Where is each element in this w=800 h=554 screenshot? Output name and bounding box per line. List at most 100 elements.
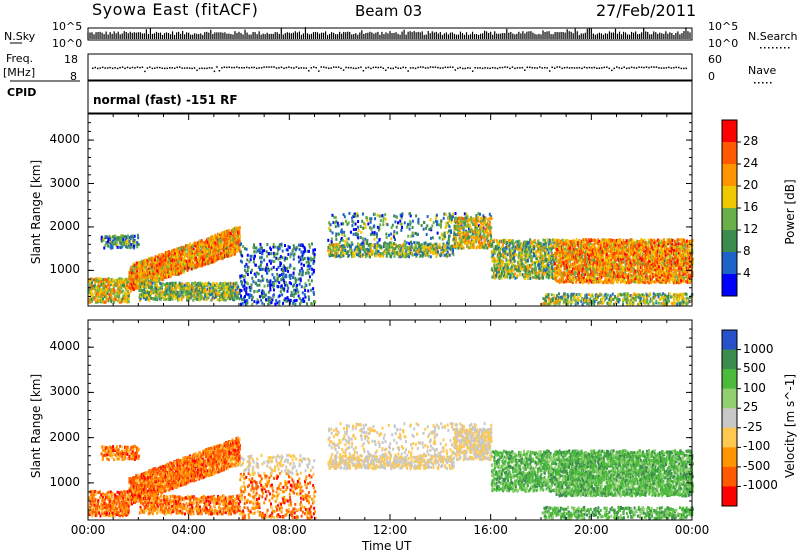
- echo-cell: [294, 291, 297, 295]
- echo-cell: [112, 289, 115, 293]
- echo-cell: [111, 246, 114, 250]
- echo-cell: [184, 248, 187, 252]
- echo-cell: [118, 291, 121, 295]
- echo-cell: [122, 235, 125, 239]
- echo-cell: [233, 252, 236, 256]
- echo-cell: [439, 223, 442, 227]
- freq-sample: [442, 67, 444, 69]
- echo-cell: [218, 298, 221, 302]
- echo-cell: [137, 281, 140, 285]
- echo-cell: [169, 272, 172, 276]
- echo-cell: [129, 236, 132, 240]
- echo-cell: [152, 272, 155, 276]
- echo-cell: [261, 301, 264, 305]
- freq-sample: [260, 67, 263, 69]
- echo-cell: [303, 285, 306, 289]
- echo-cell: [410, 245, 413, 249]
- echo-cell: [136, 269, 139, 273]
- echo-cell: [96, 278, 99, 282]
- freq-sample: [176, 66, 178, 69]
- echo-cell: [259, 263, 262, 267]
- freq-sample: [168, 67, 171, 69]
- echo-cell: [107, 237, 110, 241]
- echo-cell: [394, 220, 397, 224]
- echo-cell: [429, 242, 432, 246]
- echo-cell: [287, 269, 290, 273]
- echo-cell: [442, 216, 445, 220]
- echo-cell: [126, 287, 129, 291]
- freq-sample: [563, 66, 566, 69]
- echo-cell: [90, 281, 93, 285]
- echo-cell: [276, 301, 279, 305]
- echo-cell: [303, 263, 306, 267]
- freq-sample: [402, 66, 404, 69]
- echo-cell: [307, 271, 310, 275]
- echo-cell: [169, 253, 172, 257]
- freq-sample: [340, 67, 342, 70]
- echo-cell: [102, 237, 105, 241]
- freq-sample: [576, 67, 578, 69]
- echo-cell: [411, 225, 414, 229]
- echo-cell: [297, 290, 300, 294]
- echo-cell: [242, 244, 245, 248]
- echo-cell: [287, 286, 290, 290]
- echo-cell: [112, 287, 115, 291]
- freq-sample: [387, 66, 390, 69]
- echo-cell: [139, 265, 142, 269]
- echo-cell: [112, 283, 115, 287]
- freq-sample: [114, 67, 116, 69]
- echo-cell: [130, 265, 133, 269]
- echo-cell: [190, 263, 193, 267]
- echo-cell: [202, 244, 205, 248]
- echo-cell: [92, 284, 95, 288]
- freq-sample: [534, 67, 536, 69]
- echo-cell: [110, 290, 113, 294]
- freq-sample: [489, 67, 491, 70]
- echo-cell: [97, 295, 100, 299]
- echo-cell: [280, 262, 283, 266]
- echo-cell: [160, 258, 163, 262]
- echo-cell: [110, 246, 113, 250]
- freq-sample: [226, 66, 228, 69]
- echo-cell: [270, 267, 273, 271]
- echo-cell: [150, 257, 153, 261]
- echo-cell: [120, 283, 123, 287]
- echo-cell: [141, 281, 144, 285]
- freq-sample: [419, 66, 422, 68]
- echo-cell: [191, 252, 194, 256]
- echo-cell: [191, 256, 194, 260]
- echo-cell: [276, 278, 279, 282]
- echo-cell: [160, 262, 163, 266]
- echo-cell: [132, 269, 135, 273]
- echo-cell: [271, 298, 274, 302]
- echo-cell: [107, 297, 110, 301]
- echo-cell: [497, 273, 500, 277]
- freq-sample: [310, 67, 313, 69]
- echo-cell: [303, 299, 306, 303]
- echo-cell: [454, 216, 457, 220]
- echo-cell: [294, 302, 297, 306]
- echo-cell: [107, 280, 110, 284]
- echo-cell: [174, 260, 177, 264]
- echo-cell: [250, 286, 253, 290]
- echo-cell: [95, 277, 98, 281]
- echo-cell: [445, 224, 448, 228]
- echo-cell: [395, 225, 398, 229]
- echo-cell: [410, 234, 413, 238]
- echo-cell: [333, 247, 336, 251]
- echo-cell: [245, 290, 248, 294]
- freq-sample: [317, 70, 320, 72]
- echo-cell: [89, 284, 92, 288]
- echo-cell: [362, 212, 365, 216]
- echo-cell: [109, 239, 112, 243]
- freq-sample: [380, 66, 382, 69]
- echo-cell: [278, 299, 281, 303]
- freq-sample: [439, 67, 442, 69]
- freq-sample: [643, 66, 645, 69]
- echo-cell: [173, 264, 176, 268]
- echo-cell: [133, 287, 136, 291]
- echo-cell: [419, 254, 422, 258]
- echo-cell: [246, 273, 249, 277]
- echo-cell: [137, 264, 140, 268]
- echo-cell: [133, 238, 136, 242]
